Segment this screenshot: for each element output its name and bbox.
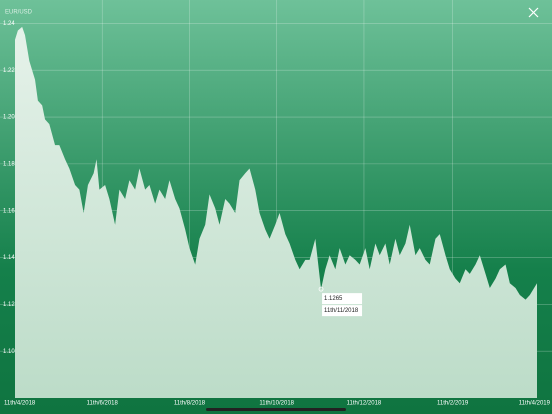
y-tick-label: 1.24 [3,21,15,27]
x-tick-label: 11th/4/2019 [519,401,551,407]
labels: 1.10 1.12 1.14 1.16 1.18 1.20 1.22 1.24 11th/4/2… [3,21,551,407]
tooltip-value: 1.1265 [324,296,343,302]
plot: 1.1265 11th/11/2018 [15,26,537,398]
x-tick-label: 11th/10/2018 [259,401,294,407]
x-tick-label: 11th/2/2019 [437,401,469,407]
x-tick-label: 11th/8/2018 [174,401,206,407]
tooltip-point [318,286,324,292]
y-tick-label: 1.22 [3,68,15,74]
y-tick-label: 1.10 [3,349,15,355]
y-tick-label: 1.20 [3,115,15,121]
y-tick-label: 1.12 [3,302,15,308]
close-icon[interactable] [528,7,539,18]
chart-title: EUR/USD [5,10,33,16]
x-tick-label: 11th/6/2018 [87,401,119,407]
tooltip-date: 11th/11/2018 [324,308,359,314]
x-tick-label: 11th/12/2018 [347,401,382,407]
x-tick-label: 11th/4/2018 [4,401,36,407]
y-tick-label: 1.14 [3,255,15,261]
y-tick-label: 1.18 [3,161,15,167]
tooltip-box [322,293,363,305]
tooltip: 1.1265 11th/11/2018 [322,293,363,317]
tooltip-box [322,305,363,317]
close-button[interactable] [528,7,539,18]
area [15,26,537,398]
home-indicator [206,408,346,411]
y-tick-label: 1.16 [3,208,15,214]
